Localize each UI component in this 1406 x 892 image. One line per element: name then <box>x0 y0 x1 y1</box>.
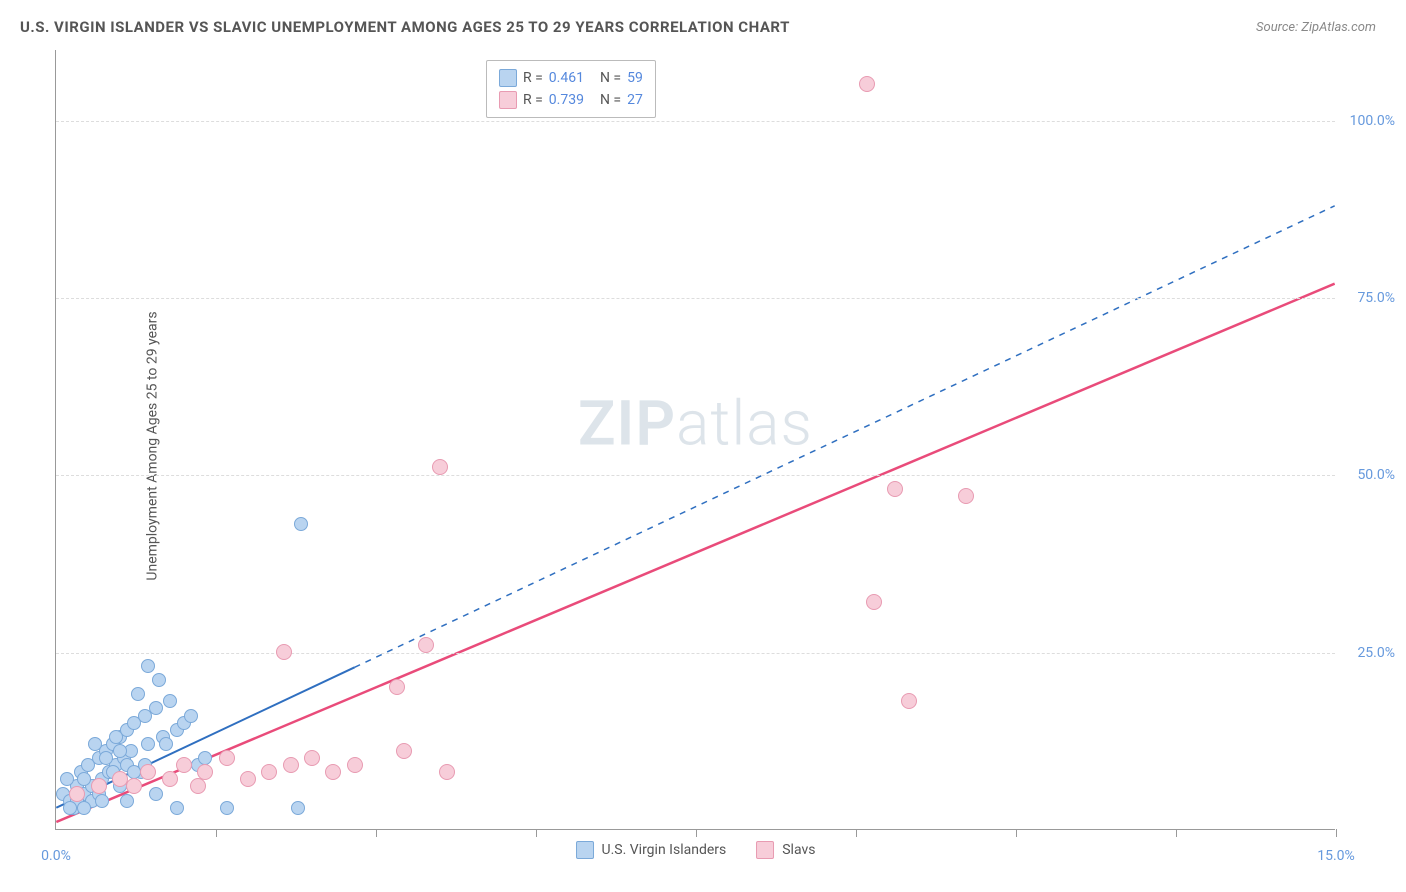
scatter-point <box>176 757 192 773</box>
watermark-zip: ZIP <box>578 387 676 460</box>
y-tick-label: 50.0% <box>1357 467 1395 483</box>
x-tick <box>1336 829 1337 837</box>
gridline-h <box>56 653 1335 654</box>
x-tick <box>856 829 857 837</box>
scatter-point <box>291 801 305 815</box>
stat-r-value: 0.461 <box>549 70 584 86</box>
scatter-point <box>120 794 134 808</box>
x-tick <box>1016 829 1017 837</box>
y-tick-label: 25.0% <box>1357 645 1395 661</box>
legend-swatch <box>499 91 517 109</box>
scatter-point <box>141 659 155 673</box>
scatter-point <box>240 771 256 787</box>
legend-swatch <box>576 841 594 859</box>
scatter-point <box>432 459 448 475</box>
scatter-point <box>958 488 974 504</box>
x-tick <box>376 829 377 837</box>
y-tick-label: 75.0% <box>1357 290 1395 306</box>
scatter-point <box>859 76 875 92</box>
scatter-point <box>261 764 277 780</box>
y-tick-label: 100.0% <box>1350 113 1395 129</box>
scatter-point <box>60 772 74 786</box>
scatter-point <box>109 730 123 744</box>
x-tick <box>1176 829 1177 837</box>
scatter-point <box>159 737 173 751</box>
x-tick <box>216 829 217 837</box>
legend-series: U.S. Virgin Islanders Slavs <box>576 841 816 859</box>
scatter-point <box>141 737 155 751</box>
scatter-point <box>63 801 77 815</box>
scatter-point <box>220 801 234 815</box>
scatter-point <box>901 693 917 709</box>
scatter-point <box>294 517 308 531</box>
scatter-point <box>152 673 166 687</box>
legend-label: U.S. Virgin Islanders <box>602 842 727 858</box>
scatter-point <box>126 778 142 794</box>
scatter-point <box>77 801 91 815</box>
scatter-point <box>113 744 127 758</box>
gridline-h <box>56 298 1335 299</box>
scatter-point <box>131 687 145 701</box>
scatter-point <box>418 637 434 653</box>
scatter-point <box>162 771 178 787</box>
legend-item: Slavs <box>756 841 815 859</box>
stat-n-value: 59 <box>627 70 643 86</box>
legend-label: Slavs <box>782 842 815 858</box>
legend-item: U.S. Virgin Islanders <box>576 841 727 859</box>
scatter-point <box>163 694 177 708</box>
x-tick-label: 15.0% <box>1317 848 1355 864</box>
scatter-point <box>396 743 412 759</box>
x-tick <box>696 829 697 837</box>
stat-r-value: 0.739 <box>549 92 584 108</box>
gridline-h <box>56 121 1335 122</box>
legend-stats-row: R = 0.739 N = 27 <box>499 89 643 111</box>
scatter-point <box>127 765 141 779</box>
stat-n-value: 27 <box>627 92 643 108</box>
scatter-point <box>149 787 163 801</box>
stat-n-label: N = <box>600 70 621 86</box>
scatter-point <box>219 750 235 766</box>
scatter-point <box>95 794 109 808</box>
scatter-point <box>389 679 405 695</box>
legend-stats-row: R = 0.461 N = 59 <box>499 67 643 89</box>
scatter-point <box>283 757 299 773</box>
scatter-point <box>347 757 363 773</box>
scatter-point <box>88 737 102 751</box>
legend-swatch <box>499 69 517 87</box>
scatter-point <box>149 701 163 715</box>
x-tick-label: 0.0% <box>41 848 71 864</box>
scatter-point <box>77 772 91 786</box>
watermark-atlas: atlas <box>676 387 813 460</box>
source-label: Source: ZipAtlas.com <box>1256 20 1376 35</box>
scatter-point <box>276 644 292 660</box>
scatter-point <box>190 778 206 794</box>
scatter-point <box>140 764 156 780</box>
scatter-point <box>866 594 882 610</box>
scatter-point <box>887 481 903 497</box>
stat-n-label: N = <box>600 92 621 108</box>
scatter-point <box>99 751 113 765</box>
trend-lines <box>56 50 1335 829</box>
plot-area: ZIPatlas R = 0.461N = 59R = 0.739N = 27 … <box>55 50 1335 830</box>
x-tick <box>536 829 537 837</box>
legend-swatch <box>756 841 774 859</box>
watermark: ZIPatlas <box>578 387 813 460</box>
scatter-point <box>184 709 198 723</box>
scatter-point <box>325 764 341 780</box>
scatter-point <box>304 750 320 766</box>
legend-stats-box: R = 0.461 N = 59 R = 0.739 N = 27 <box>486 60 656 118</box>
scatter-point <box>198 751 212 765</box>
chart-title: U.S. VIRGIN ISLANDER VS SLAVIC UNEMPLOYM… <box>20 18 790 36</box>
gridline-h <box>56 475 1335 476</box>
scatter-point <box>170 801 184 815</box>
scatter-point <box>91 778 107 794</box>
scatter-point <box>439 764 455 780</box>
stat-r-label: R = <box>523 70 543 86</box>
stat-r-label: R = <box>523 92 543 108</box>
scatter-point <box>69 786 85 802</box>
